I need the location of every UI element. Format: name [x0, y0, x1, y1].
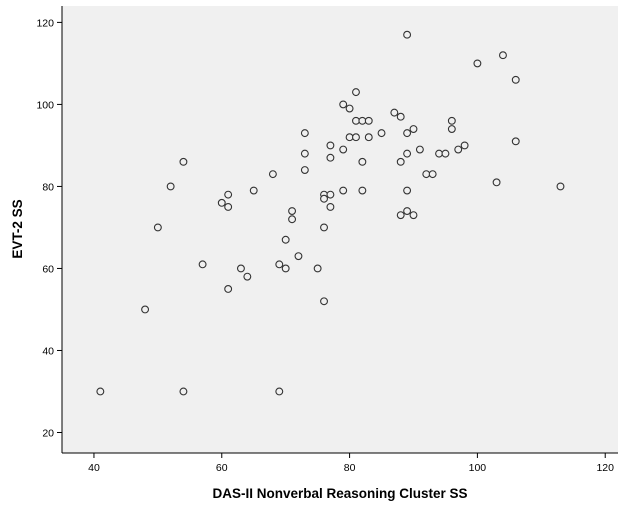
data-point	[377, 129, 386, 138]
data-points	[96, 30, 565, 396]
data-point	[275, 260, 284, 269]
data-point	[281, 235, 290, 244]
x-tick-label: 80	[344, 462, 356, 474]
data-point	[288, 207, 297, 215]
data-point	[435, 149, 444, 158]
data-point	[352, 88, 360, 97]
data-point	[339, 100, 348, 109]
data-point	[396, 112, 405, 121]
data-point	[288, 215, 297, 224]
y-tick-label: 60	[42, 263, 54, 275]
data-point	[179, 387, 188, 396]
data-point	[300, 149, 309, 158]
data-point	[422, 170, 431, 179]
data-point	[390, 108, 399, 117]
data-point	[556, 182, 565, 191]
data-point	[428, 170, 437, 179]
data-point	[403, 149, 412, 158]
data-point	[320, 194, 328, 203]
data-point	[166, 182, 175, 191]
data-point	[441, 149, 450, 158]
y-tick-label: 40	[42, 345, 54, 357]
data-point	[339, 145, 348, 154]
data-point	[473, 59, 482, 68]
x-tick-label: 100	[469, 462, 487, 474]
data-point	[300, 166, 309, 174]
data-point	[352, 133, 360, 142]
data-point	[96, 387, 105, 396]
data-point	[345, 133, 354, 142]
data-point	[153, 223, 162, 232]
data-point	[294, 252, 303, 261]
data-point	[326, 153, 335, 162]
data-point	[243, 272, 252, 281]
data-point	[326, 202, 335, 211]
data-point	[352, 116, 360, 125]
data-point	[358, 116, 367, 125]
data-point	[460, 141, 469, 150]
data-point	[358, 157, 367, 166]
data-point	[364, 116, 373, 125]
data-point	[313, 264, 322, 273]
data-point	[300, 129, 309, 138]
data-point	[179, 157, 188, 166]
data-point	[224, 202, 233, 211]
x-tick-label: 60	[216, 462, 228, 474]
data-point	[403, 207, 412, 215]
x-axis-title: DAS-II Nonverbal Reasoning Cluster SS	[212, 486, 467, 501]
data-point	[447, 116, 456, 125]
data-point	[326, 141, 335, 150]
y-tick-label: 120	[36, 17, 54, 29]
data-point	[224, 190, 233, 199]
data-point	[396, 157, 405, 166]
y-axis-title: EVT-2 SS	[10, 199, 25, 258]
data-point	[364, 133, 373, 142]
data-point	[275, 387, 284, 396]
data-point	[326, 190, 335, 199]
y-tick-label: 100	[36, 99, 54, 111]
data-point	[409, 211, 418, 220]
x-tick-label: 120	[596, 462, 614, 474]
data-point	[217, 198, 226, 207]
data-point	[403, 30, 412, 39]
data-point	[281, 264, 290, 273]
data-point	[141, 305, 150, 314]
data-point	[224, 285, 233, 293]
data-point	[447, 125, 456, 133]
data-point	[339, 186, 348, 195]
data-point	[236, 264, 245, 273]
data-point	[198, 260, 207, 269]
data-point	[499, 51, 507, 60]
data-point	[320, 297, 328, 306]
plot-area	[62, 6, 618, 453]
data-point	[403, 129, 412, 138]
data-point	[511, 137, 520, 146]
data-point	[454, 145, 463, 154]
data-point	[511, 75, 520, 84]
x-tick-label: 40	[88, 462, 100, 474]
data-point	[320, 223, 328, 232]
data-point	[403, 186, 412, 195]
y-axis-ticks: 20 40 60 80 100 120	[36, 17, 62, 439]
y-tick-label: 20	[42, 427, 54, 439]
data-point	[268, 170, 277, 179]
data-point	[415, 145, 424, 154]
data-point	[358, 186, 367, 195]
y-tick-label: 80	[42, 181, 54, 193]
x-axis-ticks: 40 60 80 100 120	[88, 453, 614, 474]
data-point	[345, 104, 354, 113]
data-point	[396, 211, 405, 220]
data-point	[249, 186, 258, 195]
data-point	[492, 178, 501, 187]
data-point	[409, 125, 418, 133]
